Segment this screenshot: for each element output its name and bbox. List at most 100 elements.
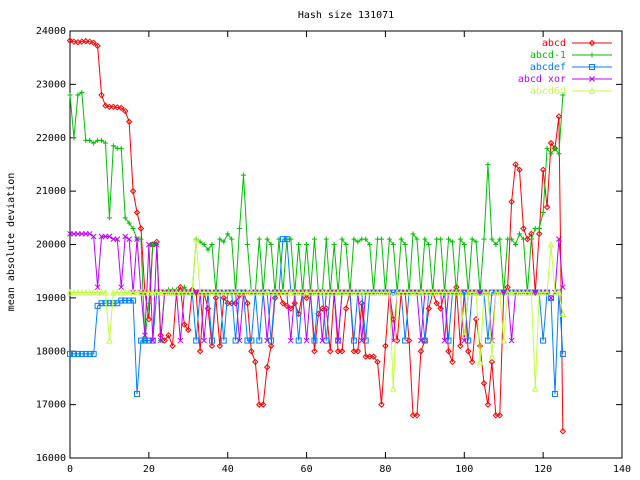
data-point <box>232 337 239 344</box>
data-point <box>134 236 140 243</box>
data-point <box>508 198 515 206</box>
data-point <box>90 233 97 240</box>
data-point <box>126 297 133 304</box>
x-tick-label: 80 <box>379 464 391 475</box>
data-point <box>544 145 550 151</box>
data-point <box>208 342 216 350</box>
data-point <box>362 337 369 344</box>
data-point <box>268 337 275 344</box>
data-point <box>153 241 160 248</box>
data-point <box>70 350 77 357</box>
data-point <box>342 305 350 312</box>
y-tick-label: 23000 <box>36 79 66 90</box>
data-point <box>169 342 176 350</box>
data-point <box>98 91 105 99</box>
data-point <box>520 225 527 232</box>
data-point <box>543 288 551 296</box>
data-point <box>457 288 464 296</box>
data-point <box>512 288 519 296</box>
data-point <box>248 288 255 296</box>
data-point <box>417 348 425 355</box>
data-point <box>146 241 152 248</box>
data-point <box>121 288 129 296</box>
data-point <box>358 288 366 296</box>
data-point <box>295 310 302 318</box>
data-point <box>323 236 329 242</box>
data-point <box>484 401 492 408</box>
data-point <box>445 337 452 344</box>
legend-label: abcd-1 <box>530 50 566 61</box>
data-point <box>350 337 357 344</box>
data-point <box>366 288 373 296</box>
data-point <box>539 166 547 173</box>
data-point <box>303 288 310 296</box>
data-point <box>472 288 480 296</box>
data-point <box>220 337 227 344</box>
data-point <box>208 288 216 296</box>
data-point <box>173 288 180 296</box>
data-point <box>275 288 283 296</box>
data-point <box>551 288 559 296</box>
data-point <box>528 230 535 238</box>
data-point <box>221 239 227 245</box>
data-point <box>481 236 487 242</box>
y-tick-label: 17000 <box>36 400 66 411</box>
data-point <box>461 242 467 247</box>
legend-item: abcdef <box>530 62 612 73</box>
data-point <box>259 401 267 408</box>
data-point <box>358 337 365 344</box>
data-point <box>547 240 555 248</box>
data-point <box>94 284 101 291</box>
data-point <box>418 337 424 344</box>
x-tick-label: 20 <box>143 464 155 475</box>
data-point <box>232 288 239 296</box>
data-point <box>212 294 220 302</box>
data-point <box>271 288 279 296</box>
data-point <box>433 288 440 296</box>
legend-marker <box>589 76 595 82</box>
data-point <box>338 288 346 296</box>
data-point <box>196 288 204 296</box>
data-point <box>236 288 243 296</box>
data-point <box>244 242 250 247</box>
data-point <box>402 337 409 344</box>
data-point <box>304 242 310 247</box>
data-point <box>71 135 77 141</box>
data-point <box>271 294 279 302</box>
data-point <box>390 384 397 392</box>
data-point <box>240 172 246 178</box>
data-point <box>263 364 271 371</box>
data-point <box>86 38 93 45</box>
data-point <box>283 302 291 310</box>
data-point <box>141 288 149 296</box>
data-point <box>330 288 338 296</box>
data-point <box>555 288 563 296</box>
y-tick-label: 18000 <box>36 346 66 357</box>
data-point <box>177 337 184 344</box>
legend-label: abcd6d <box>530 86 566 97</box>
data-point <box>137 337 144 344</box>
data-point <box>295 337 302 344</box>
data-point <box>516 166 523 173</box>
data-point <box>232 300 239 307</box>
data-point <box>405 288 413 296</box>
data-point <box>201 242 207 247</box>
data-point <box>560 284 566 291</box>
data-point <box>205 247 211 253</box>
data-point <box>307 288 314 296</box>
data-point <box>484 288 492 296</box>
data-point <box>259 288 267 296</box>
data-point <box>141 337 148 344</box>
data-point <box>225 231 231 237</box>
data-point <box>133 288 141 296</box>
data-point <box>485 161 491 167</box>
data-point <box>319 337 326 344</box>
data-point <box>457 342 464 350</box>
data-point <box>449 239 455 245</box>
data-point <box>192 235 200 243</box>
data-point <box>311 337 318 344</box>
data-point <box>378 236 384 242</box>
data-point <box>410 231 416 237</box>
x-tick-label: 60 <box>301 464 313 475</box>
